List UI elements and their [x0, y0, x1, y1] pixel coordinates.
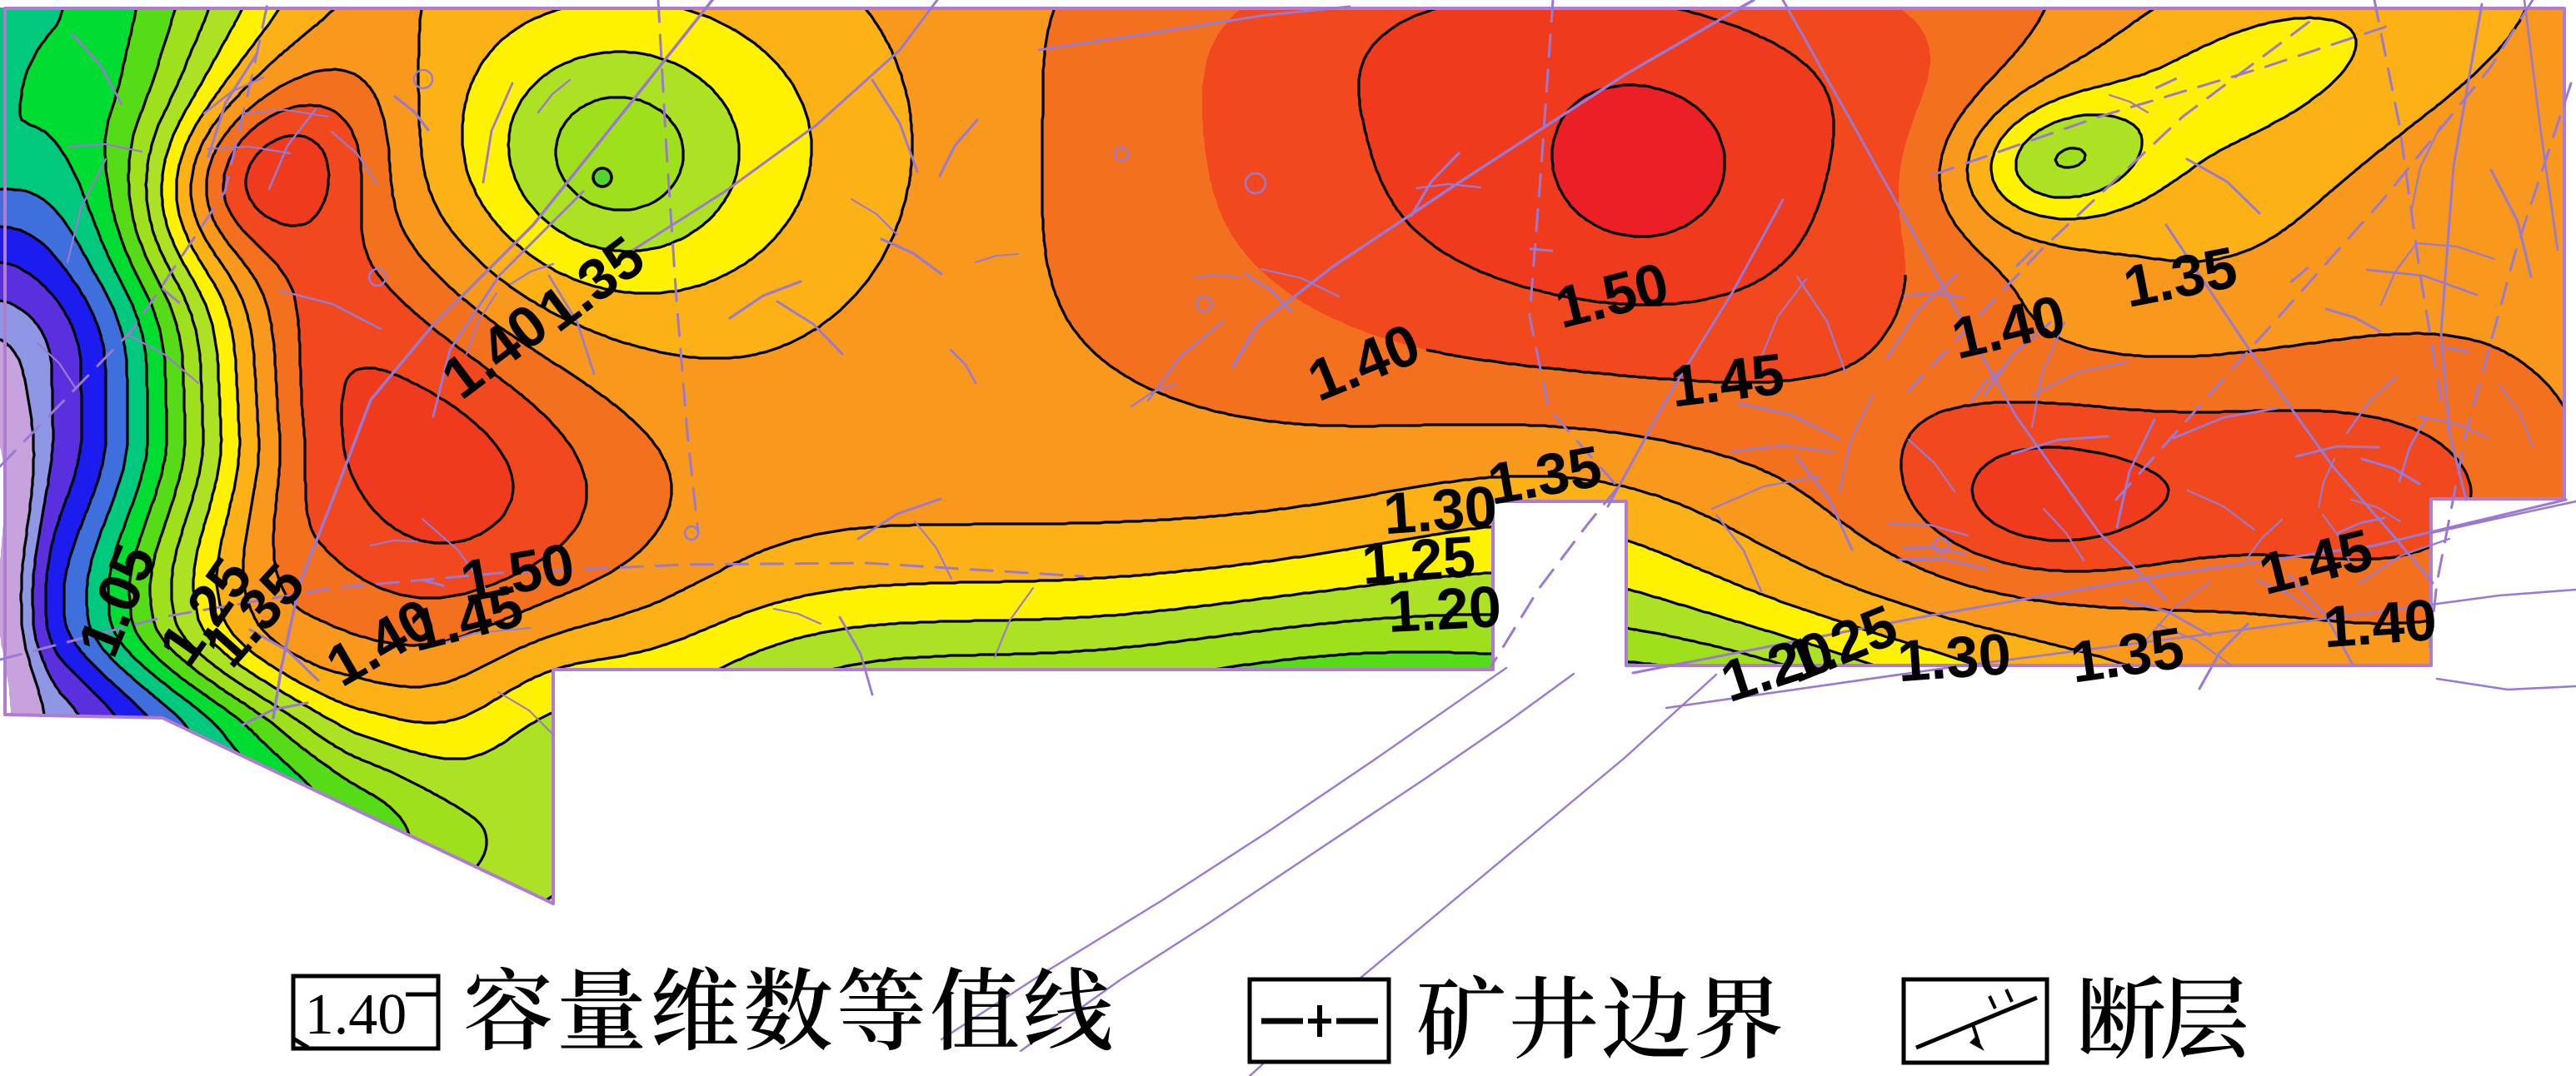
svg-text:1.40: 1.40 — [2321, 587, 2439, 660]
svg-text:1.30: 1.30 — [1895, 621, 2013, 694]
svg-text:1.45: 1.45 — [1667, 341, 1788, 420]
svg-text:1.40: 1.40 — [305, 983, 407, 1047]
svg-text:1.20: 1.20 — [1386, 574, 1503, 645]
svg-text:1.25: 1.25 — [1360, 524, 1477, 596]
svg-text:1.35: 1.35 — [2066, 615, 2188, 695]
svg-text:1.30: 1.30 — [1381, 474, 1499, 546]
